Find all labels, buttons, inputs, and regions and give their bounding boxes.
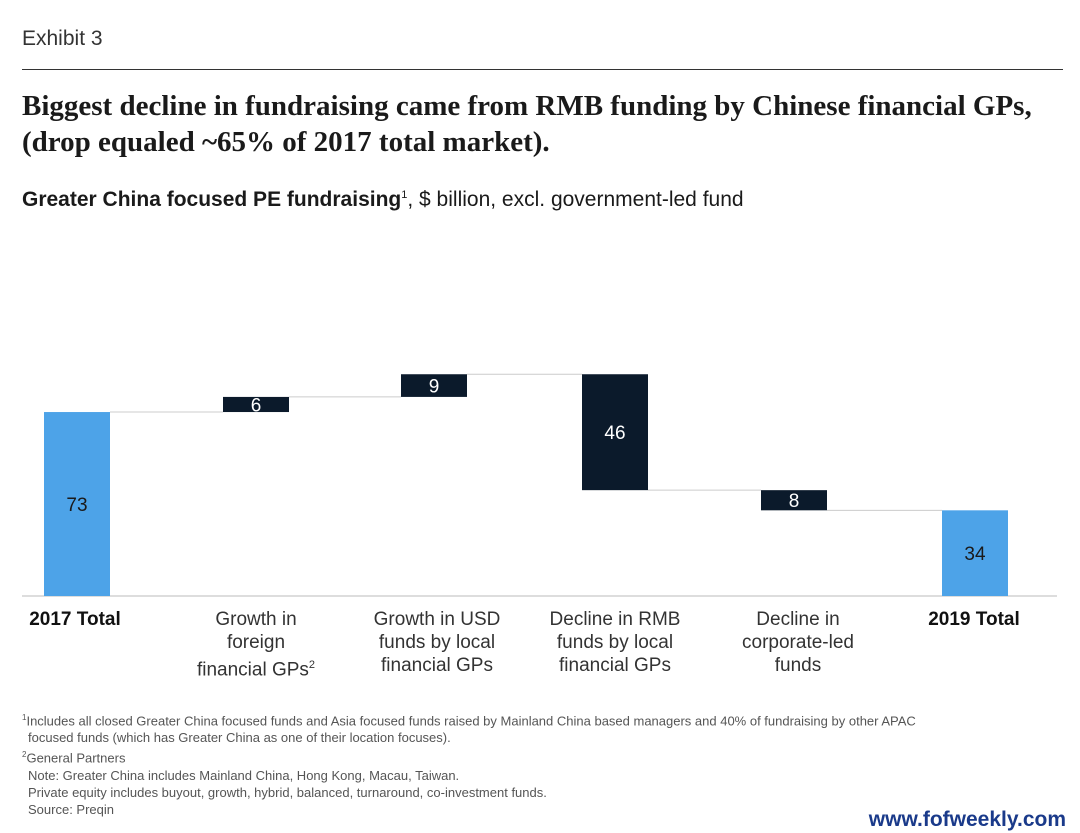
category-line: funds by local (378, 632, 496, 653)
category-line-text: financial GPs (196, 659, 309, 681)
category-line: Decline in (756, 609, 840, 630)
category-line: financial GPs2 (171, 654, 341, 681)
footnote-mark: 1 (22, 713, 27, 722)
category-line: foreign (226, 632, 286, 653)
header-rule (22, 69, 1063, 70)
category-label-rmb-funds: Decline in RMB funds by local financial … (530, 608, 700, 677)
subtitle-rest: , $ billion, excl. government-led fund (407, 188, 744, 211)
data-label-1: 6 (251, 395, 262, 416)
source: Source: Preqin (28, 801, 114, 817)
category-label-corporate-led: Decline in corporate-led funds (713, 608, 883, 677)
note-pe-types: Private equity includes buyout, growth, … (28, 784, 547, 800)
footnote-mark: 2 (22, 750, 27, 760)
category-label-2019-total: 2019 Total (928, 609, 1020, 630)
category-label-usd-funds: Growth in USD funds by local financial G… (352, 608, 522, 677)
exhibit-label: Exhibit 3 (22, 27, 103, 50)
bar-4 (761, 490, 827, 511)
footnotes: 1Includes all closed Greater China focus… (22, 709, 1042, 818)
footnote-text: Includes all closed Greater China focuse… (26, 713, 916, 729)
bar-5 (942, 510, 1008, 596)
category-footnote-mark: 2 (308, 659, 316, 671)
category-line: Growth in USD (373, 609, 501, 630)
category-label-2017-total: 2017 Total (29, 609, 121, 630)
category-line: financial GPs (559, 655, 671, 676)
bar-3 (582, 374, 648, 491)
category-line: corporate-led (742, 632, 854, 653)
waterfall-chart: 73 6 9 46 8 34 (22, 373, 1057, 597)
chart-subtitle: Greater China focused PE fundraising1, $… (22, 188, 744, 212)
category-line: Decline in RMB (549, 609, 681, 630)
watermark: www.fofweekly.com (868, 808, 1066, 831)
data-label-5: 34 (964, 544, 986, 565)
category-line: Growth in (215, 609, 297, 630)
chart-headline: Biggest decline in fundraising came from… (22, 90, 1032, 158)
data-label-4: 8 (789, 491, 800, 512)
category-label-foreign-gps: Growth in foreign financial GPs2 (171, 608, 341, 681)
subtitle-bold: Greater China focused PE fundraising (22, 188, 402, 211)
note-regions: Note: Greater China includes Mainland Ch… (28, 767, 460, 783)
category-line: funds by local (556, 632, 674, 653)
category-line: funds (774, 655, 822, 676)
data-label-2: 9 (429, 377, 440, 398)
bar-2 (401, 374, 467, 397)
footnote-text: General Partners (26, 750, 126, 766)
footnote-2: 2General Partners (22, 746, 1042, 766)
category-line: financial GPs (381, 655, 493, 676)
footnote-1: 1Includes all closed Greater China focus… (22, 709, 1042, 729)
data-label-3: 46 (604, 423, 625, 444)
footnote-1-cont: focused funds (which has Greater China a… (28, 730, 451, 746)
bar-1 (223, 396, 289, 413)
bar-0 (44, 412, 110, 596)
subtitle-footnote-mark: 1 (401, 189, 408, 201)
data-label-0: 73 (66, 495, 87, 516)
